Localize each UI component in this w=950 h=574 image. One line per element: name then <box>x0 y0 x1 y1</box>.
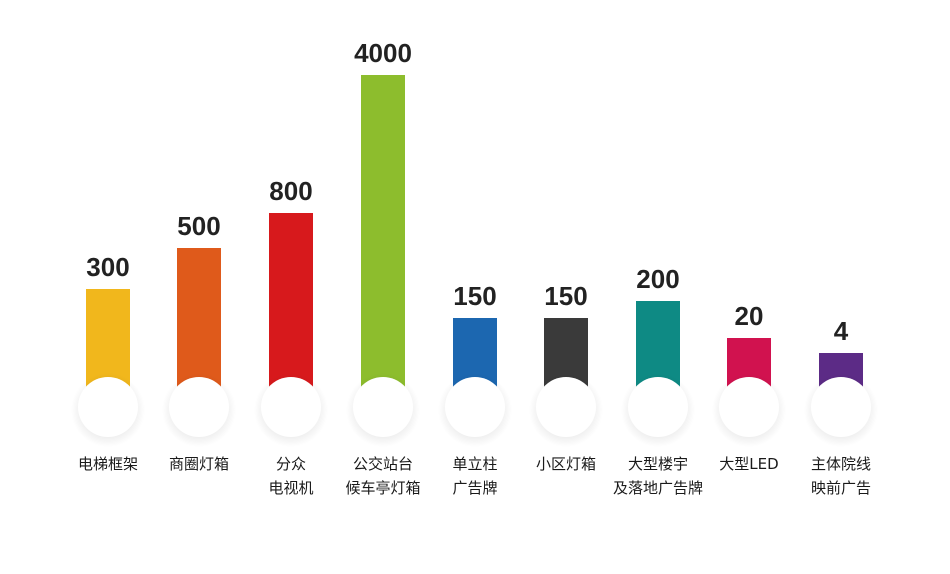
value-label: 800 <box>269 176 312 206</box>
bar-base-circle <box>445 377 505 437</box>
bar-base-circle <box>169 377 229 437</box>
category-label: 电梯框架 <box>78 455 138 473</box>
bar-base-circle <box>78 377 138 437</box>
category-label: 电视机 <box>268 479 313 497</box>
category-label: 主体院线 <box>811 455 871 473</box>
value-label: 500 <box>177 211 220 241</box>
category-label: 候车亭灯箱 <box>345 479 420 497</box>
category-label: 分众 <box>276 455 306 473</box>
value-label: 150 <box>453 281 496 311</box>
bar-base-circle <box>628 377 688 437</box>
bar-base-circle <box>536 377 596 437</box>
value-label: 4000 <box>354 38 412 68</box>
category-label: 单立柱 <box>452 455 497 473</box>
category-label: 商圈灯箱 <box>169 455 229 473</box>
value-label: 4 <box>834 316 849 346</box>
bar-base-circle <box>261 377 321 437</box>
bar-4 <box>361 75 405 407</box>
value-label: 200 <box>636 264 679 294</box>
value-label: 150 <box>544 281 587 311</box>
category-label: 大型楼宇 <box>628 455 688 473</box>
bar-base-circle <box>353 377 413 437</box>
bar-base-circle <box>719 377 779 437</box>
bar-base-circle <box>811 377 871 437</box>
category-label: 公交站台 <box>353 455 413 473</box>
category-label: 映前广告 <box>811 479 871 497</box>
category-label: 及落地广告牌 <box>613 479 703 497</box>
value-label: 300 <box>86 252 129 282</box>
bars-layer <box>71 75 878 447</box>
category-label: 广告牌 <box>452 479 497 497</box>
category-label: 大型LED <box>719 455 778 473</box>
category-label: 小区灯箱 <box>536 455 596 473</box>
value-label: 20 <box>735 301 764 331</box>
